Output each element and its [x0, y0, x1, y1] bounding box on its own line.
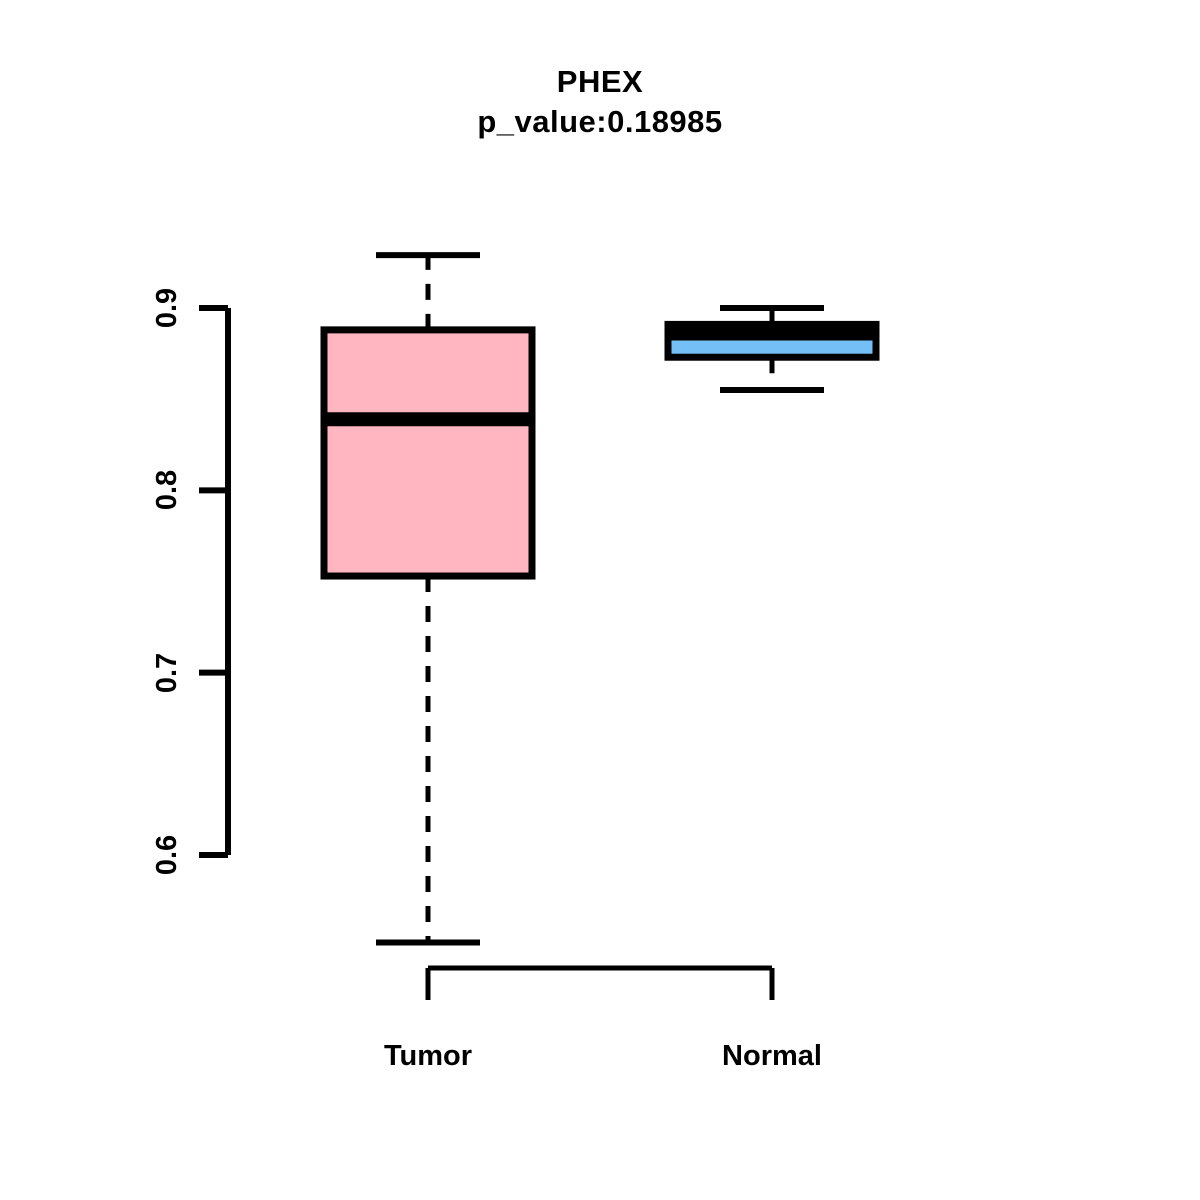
- chart-title-block: PHEX p_value:0.18985: [0, 62, 1200, 141]
- chart-title: PHEX: [556, 64, 644, 99]
- x-category-label-tumor: Tumor: [383, 1040, 473, 1072]
- box-tumor[interactable]: [320, 326, 536, 580]
- x-category-label-normal: Normal: [722, 1040, 822, 1072]
- chart-subtitle-pvalue: p_value:0.18985: [477, 103, 723, 139]
